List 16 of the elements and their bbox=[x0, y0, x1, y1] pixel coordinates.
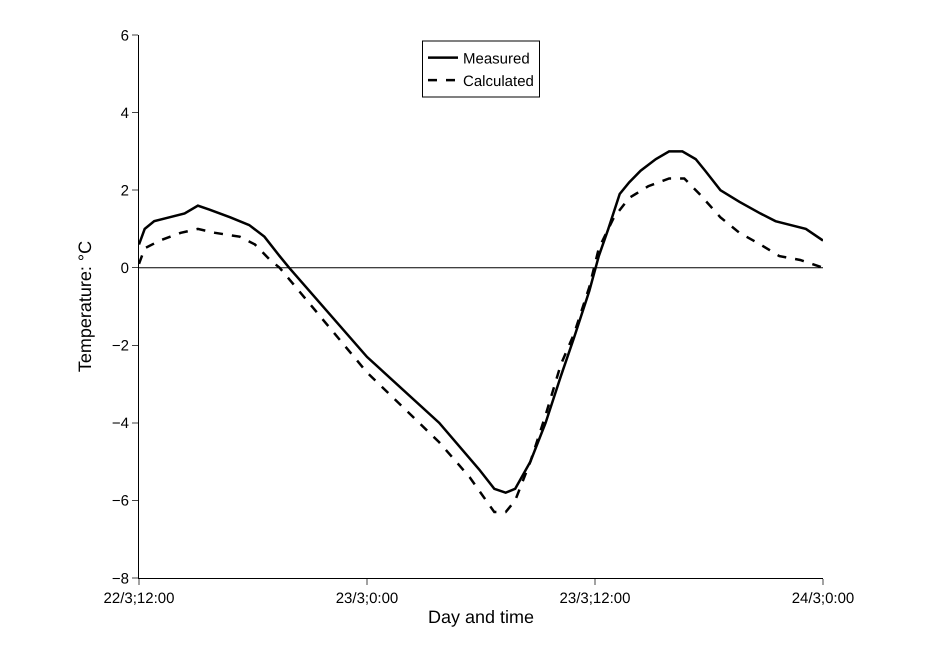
y-tick-label: −6 bbox=[112, 492, 129, 510]
y-tick-label: 0 bbox=[120, 260, 129, 277]
y-tick-label: 2 bbox=[120, 182, 129, 200]
y-tick-label: −8 bbox=[112, 570, 129, 588]
y-tick-label: 6 bbox=[120, 27, 129, 44]
y-tick-label: −4 bbox=[112, 415, 129, 432]
legend-label: Measured bbox=[463, 50, 530, 68]
x-axis-title: Day and time bbox=[428, 607, 534, 628]
y-axis-title: Temperature: °C bbox=[75, 240, 96, 372]
legend-label: Calculated bbox=[463, 73, 534, 90]
x-tick-label: 22/3;12:00 bbox=[104, 590, 174, 607]
y-tick-label: −2 bbox=[112, 338, 129, 355]
x-tick-label: 24/3;0:00 bbox=[792, 590, 854, 607]
x-tick-label: 23/3;0:00 bbox=[336, 590, 398, 607]
x-tick-label: 23/3;12:00 bbox=[560, 590, 630, 607]
y-tick-label: 4 bbox=[120, 104, 129, 122]
